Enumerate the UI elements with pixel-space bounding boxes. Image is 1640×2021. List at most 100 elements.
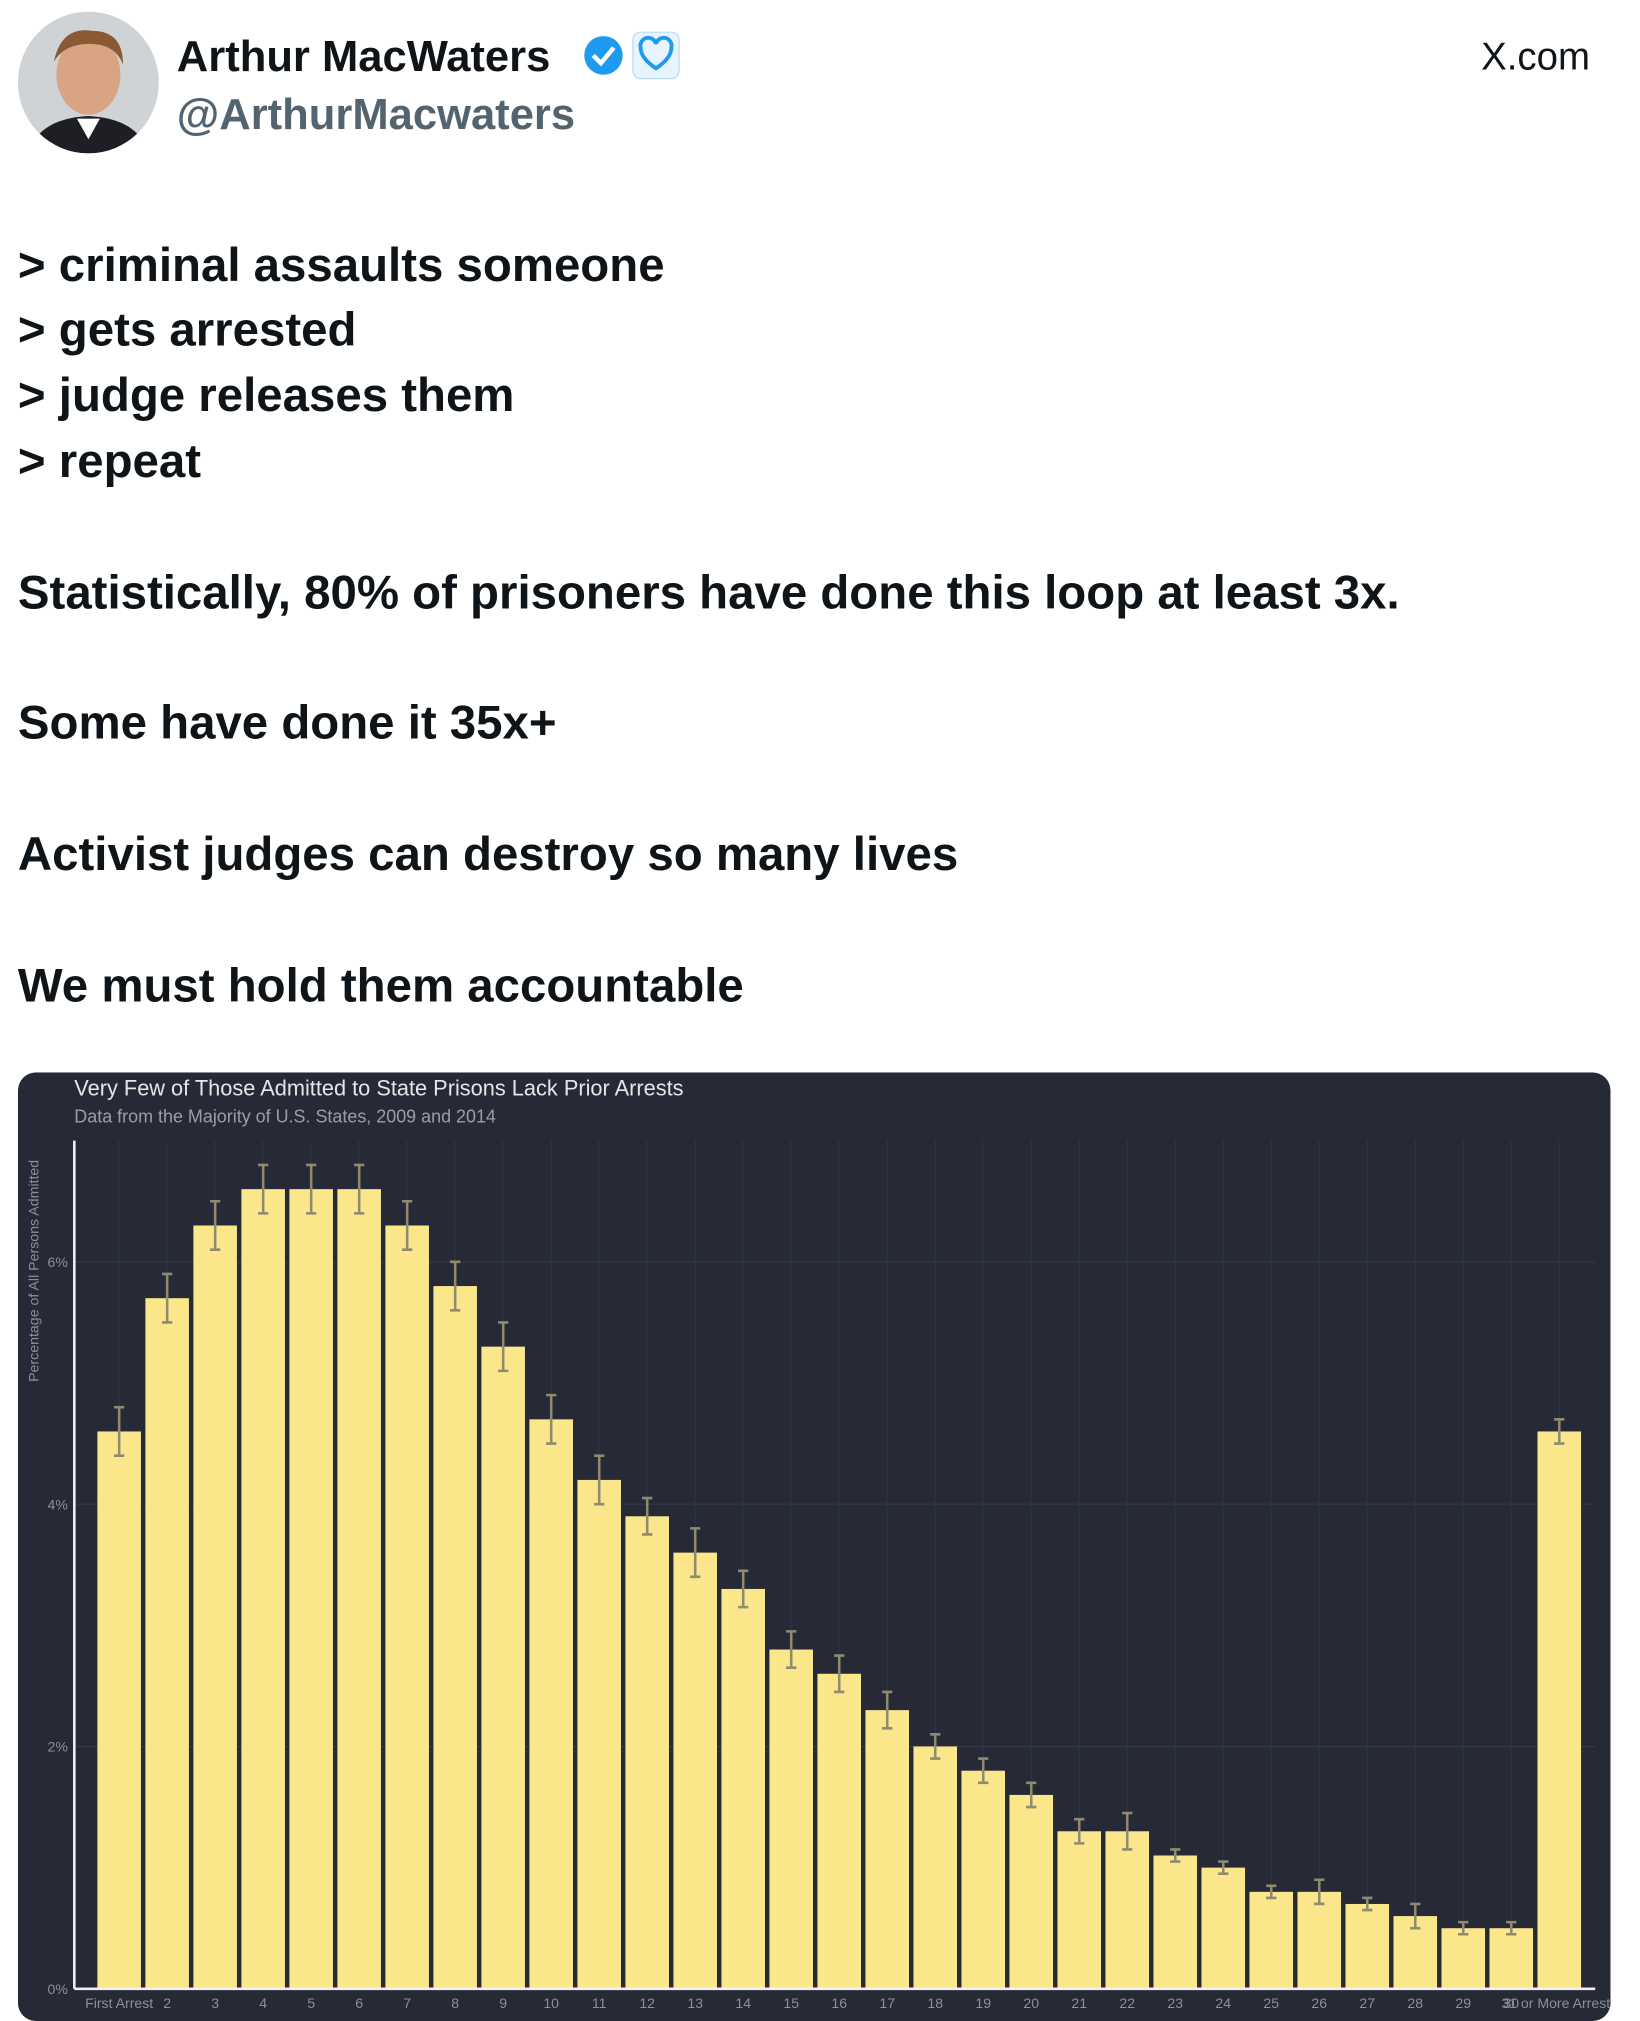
- bar: [1489, 1928, 1534, 1989]
- bar: [337, 1189, 381, 1989]
- y-tick-label: 2%: [48, 1739, 69, 1755]
- bar: [721, 1588, 765, 1989]
- error-bar: [402, 1199, 413, 1252]
- bar: [97, 1431, 141, 1989]
- x-tick-label: 13: [687, 1995, 703, 2011]
- error-bar: [1074, 1817, 1085, 1845]
- error-bar: [1218, 1860, 1229, 1875]
- bar: [625, 1516, 669, 1989]
- error-bar: [594, 1454, 605, 1506]
- post-line: > judge releases them: [18, 369, 515, 422]
- x-tick-label: 27: [1359, 1995, 1375, 2011]
- bar: [769, 1649, 813, 1989]
- error-bar: [690, 1527, 701, 1579]
- bar: [1201, 1867, 1246, 1989]
- bar: [1537, 1431, 1582, 1989]
- error-bar: [1314, 1878, 1325, 1906]
- error-bar: [1506, 1920, 1517, 1936]
- error-bar: [882, 1690, 893, 1730]
- x-tick-label: 19: [975, 1995, 991, 2011]
- error-bar: [162, 1272, 173, 1324]
- bar: [1105, 1831, 1150, 1989]
- x-tick-label: 4: [259, 1995, 267, 2011]
- error-bar: [1122, 1811, 1133, 1851]
- x-tick-label: 21: [1071, 1995, 1087, 2011]
- x-tick-label: 3: [211, 1995, 219, 2011]
- x-tick-label: 24: [1215, 1995, 1231, 2011]
- bar: [1441, 1928, 1486, 1989]
- error-bar: [930, 1733, 941, 1760]
- error-bar: [1410, 1902, 1421, 1930]
- bar: [577, 1479, 621, 1989]
- bar: [673, 1552, 717, 1989]
- post-line: > criminal assaults someone: [18, 239, 665, 292]
- error-bar: [354, 1163, 365, 1215]
- error-bar: [210, 1199, 221, 1252]
- error-bar: [738, 1569, 749, 1609]
- error-bar: [1170, 1848, 1181, 1863]
- post-line: We must hold them accountable: [18, 959, 744, 1012]
- x-tick-label: 17: [879, 1995, 895, 2011]
- x-tick-label: 6: [355, 1995, 363, 2011]
- x-tick-label: 26: [1311, 1995, 1327, 2011]
- x-tick-label: 28: [1407, 1995, 1423, 2011]
- bar: [481, 1346, 525, 1989]
- error-bar: [1554, 1418, 1565, 1445]
- x-tick-label: 18: [927, 1995, 943, 2011]
- post-text: > criminal assaults someone > gets arrest…: [18, 239, 1400, 1013]
- bar: [961, 1770, 1006, 1989]
- error-bar: [1266, 1884, 1277, 1900]
- error-bar: [834, 1654, 845, 1694]
- x-tick-label: 11: [592, 1995, 607, 2011]
- x-tick-label: 22: [1119, 1995, 1135, 2011]
- post-line: Some have done it 35x+: [18, 696, 557, 749]
- y-axis-label: Percentage of All Persons Admitted: [25, 1160, 41, 1382]
- x-tick-label: 5: [307, 1995, 315, 2011]
- bar: [289, 1189, 333, 1989]
- error-bar: [1458, 1920, 1469, 1936]
- bar: [1249, 1891, 1294, 1989]
- bar: [529, 1419, 573, 1989]
- handle[interactable]: @ArthurMacwaters: [177, 90, 575, 139]
- chart-subtitle: Data from the Majority of U.S. States, 2…: [74, 1107, 496, 1127]
- bar: [241, 1189, 285, 1989]
- error-bar: [498, 1321, 509, 1373]
- avatar[interactable]: [17, 11, 159, 154]
- x-tick-label: 23: [1167, 1995, 1183, 2011]
- bar: [865, 1710, 910, 1989]
- x-tick-label: 30: [1503, 1995, 1519, 2011]
- y-tick-label: 4%: [48, 1496, 69, 1512]
- bar: [1345, 1903, 1390, 1989]
- bar: [1297, 1891, 1342, 1989]
- bar: [385, 1225, 429, 1989]
- x-tick-label: 12: [639, 1995, 655, 2011]
- chart: Very Few of Those Admitted to State Pris…: [25, 1076, 1617, 2012]
- error-bar: [258, 1163, 269, 1215]
- verified-badge: [584, 31, 680, 80]
- x-tick-label: 25: [1263, 1995, 1279, 2011]
- x-tick-label: 2: [163, 1995, 171, 2011]
- error-bar: [546, 1393, 557, 1445]
- x-tick-label: 7: [403, 1995, 411, 2011]
- bar: [433, 1286, 477, 1989]
- x-tick-label: 31 or More Arrests: [1501, 1995, 1617, 2011]
- error-bar: [786, 1630, 797, 1670]
- x-tick-label: 9: [499, 1995, 507, 2011]
- error-bar: [1362, 1896, 1373, 1912]
- y-tick-label: 6%: [48, 1254, 69, 1270]
- bar: [913, 1746, 958, 1989]
- x-tick-label: 15: [783, 1995, 799, 2011]
- x-tick-label: First Arrest: [85, 1995, 153, 2011]
- bar: [1153, 1855, 1198, 1989]
- site-label: X.com: [1481, 35, 1590, 78]
- error-bar: [1026, 1781, 1037, 1809]
- error-bar: [642, 1496, 653, 1536]
- x-tick-label: 14: [735, 1995, 751, 2011]
- post-line: Statistically, 80% of prisoners have don…: [18, 566, 1400, 619]
- chart-panel: Very Few of Those Admitted to State Pris…: [17, 1072, 1617, 2021]
- display-name[interactable]: Arthur MacWaters: [177, 32, 551, 81]
- x-tick-label: 20: [1023, 1995, 1039, 2011]
- error-bar: [306, 1163, 317, 1215]
